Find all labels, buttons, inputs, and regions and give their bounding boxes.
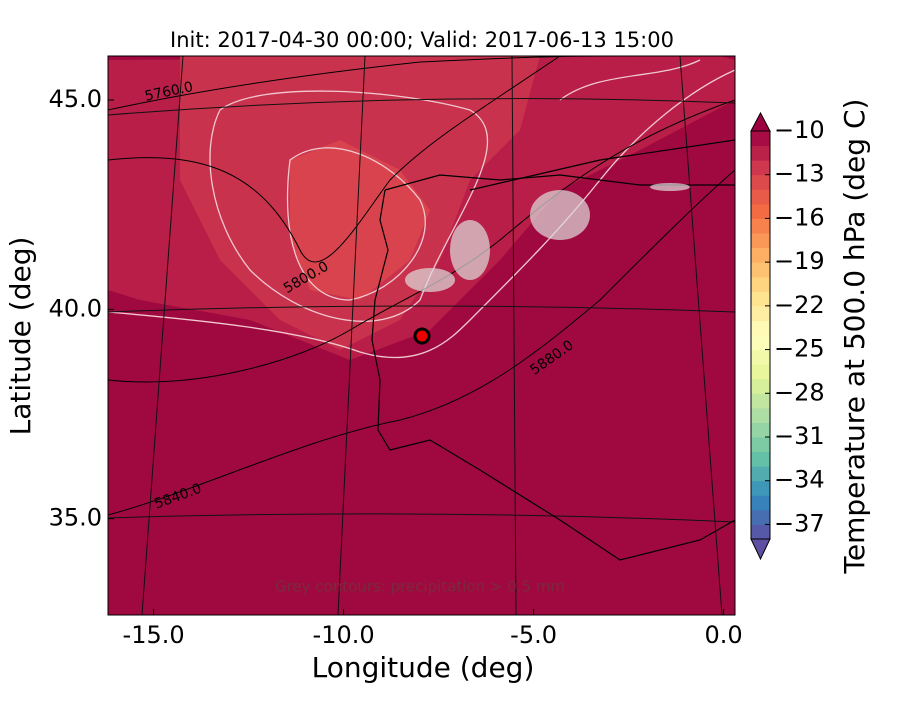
colorbar-label: Temperature at 500.0 hPa (deg C): [838, 99, 871, 575]
x-tick-label: -5.0: [510, 621, 557, 649]
y-tick-label: 40.0: [49, 294, 102, 322]
x-tick-label: 0.0: [705, 621, 743, 649]
colorbar-segment: [751, 218, 770, 234]
colorbar-segment: [751, 495, 770, 511]
colorbar-segment: [751, 393, 770, 409]
colorbar-segment: [751, 378, 770, 394]
y-tick-label: 45.0: [49, 85, 102, 113]
colorbar-segment: [751, 509, 770, 525]
colorbar-extend: [750, 538, 771, 561]
colorbar-segment: [751, 276, 770, 292]
colorbar-segment: [751, 364, 770, 380]
colorbar-segment: [751, 422, 770, 438]
colorbar-segment: [751, 131, 770, 147]
colorbar-segment: [751, 407, 770, 423]
y-tick-label: 35.0: [49, 504, 102, 532]
colorbar-segment: [751, 451, 770, 467]
colorbar: −10 −13 −16 −19 −22 −25 −28 −31 −34 −37: [750, 111, 825, 561]
colorbar-segment: [751, 335, 770, 351]
x-label: Longitude (deg): [312, 651, 535, 684]
map-frame: [107, 55, 736, 616]
graticule: [108, 56, 735, 615]
x-tick-label: -15.0: [123, 621, 185, 649]
precipitation: [405, 183, 690, 292]
colorbar-segment: [751, 145, 770, 161]
colorbar-segment: [751, 189, 770, 205]
colorbar-segment: [751, 524, 770, 540]
colorbar-segment: [751, 160, 770, 176]
colorbar-tick-label: −28: [774, 378, 825, 406]
colorbar-segment: [751, 247, 770, 263]
title: Init: 2017-04-30 00:00; Valid: 2017-06-1…: [170, 28, 674, 52]
colorbar-segment: [751, 291, 770, 307]
colorbar-segment: [751, 262, 770, 278]
colorbar-tick-label: −25: [774, 335, 825, 363]
colorbar-frame: [750, 130, 771, 540]
colorbar-segment: [751, 320, 770, 336]
colorbar-tick-label: −10: [774, 116, 825, 144]
colorbar-tick-label: −34: [774, 466, 825, 494]
colorbar-segment: [751, 305, 770, 321]
colorbar-tick-label: −22: [774, 291, 825, 319]
colorbar-tick-label: −19: [774, 247, 825, 275]
annotation: Grey contours: precipitation > 0.5 mm: [275, 578, 565, 596]
location-marker: [413, 327, 431, 345]
y-label: Latitude (deg): [4, 237, 37, 436]
colorbar-segment: [751, 480, 770, 496]
colorbar-tick-label: −31: [774, 422, 825, 450]
colorbar-segment: [751, 437, 770, 453]
colorbar-segment: [751, 203, 770, 219]
colorbar-segment: [751, 349, 770, 365]
map-area: 5760.0 5800.0 5880.0 5840.0 Grey contour…: [108, 56, 735, 615]
colorbar-tick-label: −13: [774, 160, 825, 188]
x-tick-label: -10.0: [313, 621, 375, 649]
warm-core: [290, 140, 430, 300]
colorbar-segment: [751, 174, 770, 190]
colorbar-segment: [751, 466, 770, 482]
colorbar-extend: [750, 111, 771, 132]
colorbar-segment: [751, 233, 770, 249]
colorbar-tick-label: −16: [774, 203, 825, 231]
colorbar-tick-label: −37: [774, 509, 825, 537]
